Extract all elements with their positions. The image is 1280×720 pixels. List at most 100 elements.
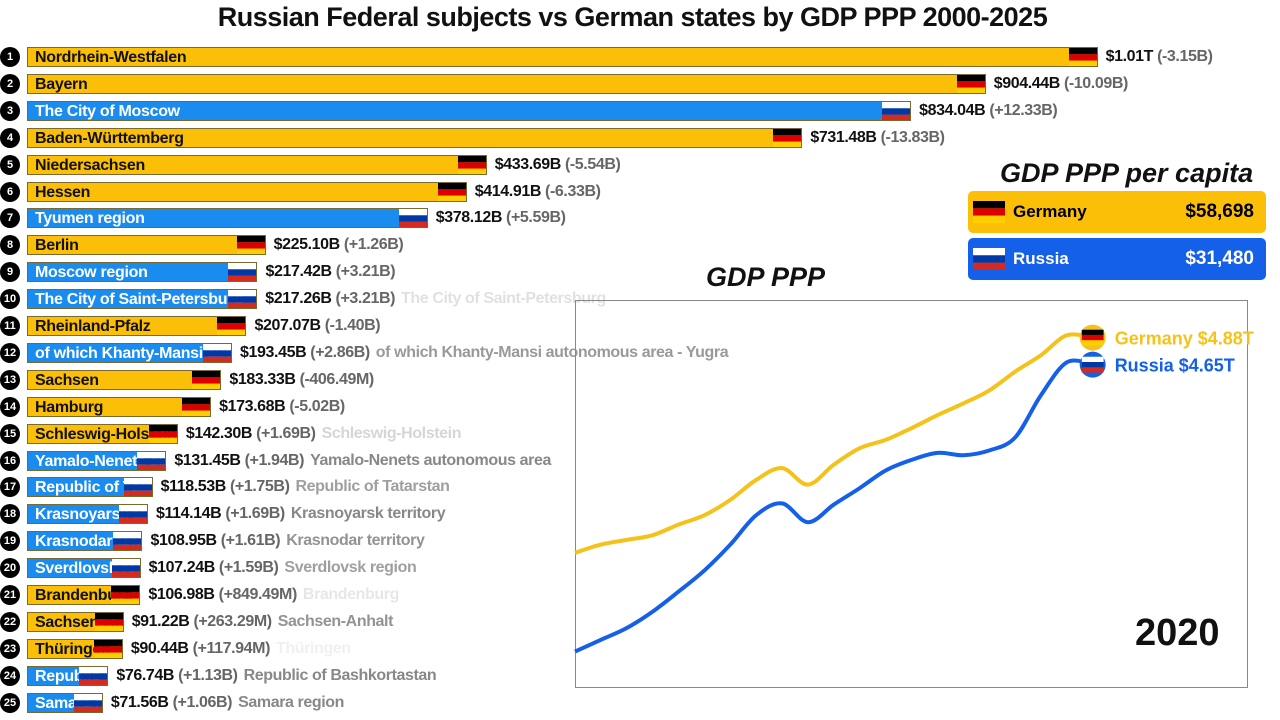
- value-label: $225.10B (+1.26B): [274, 234, 404, 255]
- rank-badge: 8: [0, 235, 20, 256]
- change-text: (+1.59B): [218, 559, 279, 577]
- germany-flag-icon: [773, 128, 802, 147]
- germany-flag-icon: [457, 155, 486, 174]
- bar-row: 6 Hessen $414.91B (-6.33B): [0, 181, 1280, 203]
- value-text: $433.69B: [494, 155, 562, 173]
- bar: Hessen: [27, 181, 467, 202]
- bar: Yamalo-Nenets autonomous area: [27, 450, 167, 471]
- value-label: $433.69B (-5.54B): [495, 154, 621, 175]
- change-text: (+1.61B): [220, 532, 281, 550]
- bar-row: 5 Niedersachsen $433.69B (-5.54B): [0, 154, 1280, 176]
- bar: Niedersachsen: [27, 154, 487, 175]
- value-text: $108.95B: [150, 532, 217, 550]
- value-text: $91.22B: [131, 612, 190, 630]
- value-text: $207.07B: [254, 317, 321, 334]
- rank-badge: 12: [0, 342, 20, 363]
- value-label: $131.45B (+1.94B) Yamalo-Nenets autonomou…: [174, 450, 551, 471]
- bar-row: 4 Baden-Württemberg $731.48B (-13.83B): [0, 127, 1280, 149]
- bar-label: The City of Moscow: [35, 102, 180, 120]
- bar-label: Rheinland-Pfalz: [35, 318, 151, 335]
- bar-label: Republic of Tatarstan: [35, 479, 152, 497]
- line-chart-frame: [575, 300, 1248, 688]
- bar-label: of which Khanty-Mansi autonomous area - …: [35, 344, 231, 362]
- change-text: (+5.59B): [506, 209, 566, 227]
- bar: Bayern: [27, 73, 986, 94]
- change-text: (+1.69B): [225, 505, 285, 523]
- bar-row: 9 Moscow region $217.42B (+3.21B): [0, 261, 1280, 283]
- full-name-label: Sverdlovsk region: [284, 559, 417, 577]
- value-label: $834.04B (+12.33B): [919, 100, 1058, 121]
- rank-badge: 24: [0, 665, 20, 686]
- per-capita-title: GDP PPP per capita: [1000, 158, 1254, 188]
- russia-flag-icon: [1081, 356, 1104, 373]
- full-name-label: Yamalo-Nenets autonomous area: [310, 451, 551, 469]
- russia-flag-icon: [79, 666, 108, 685]
- germany-flag-icon: [973, 201, 1005, 223]
- change-text: (-13.83B): [880, 128, 945, 146]
- bar: Sachsen: [27, 369, 222, 390]
- rank-badge: 15: [0, 423, 20, 444]
- change-text: (+3.21B): [335, 290, 396, 308]
- change-text: (-6.33B): [545, 182, 601, 200]
- value-label: $71.56B (+1.06B) Samara region: [111, 692, 345, 713]
- value-text: $183.33B: [229, 370, 296, 388]
- germany-end-marker: [1079, 324, 1106, 351]
- bar-label: Sachsen: [35, 371, 99, 389]
- change-text: (-5.54B): [564, 155, 621, 173]
- value-label: $217.42B (+3.21B): [265, 261, 395, 282]
- germany-flag-icon: [1081, 329, 1104, 346]
- rank-badge: 25: [0, 692, 20, 713]
- germany-flag-icon: [956, 74, 985, 93]
- value-label: $414.91B (-6.33B): [475, 181, 601, 202]
- bar-row: 13 Sachsen $183.33B (-406.49M): [0, 369, 1280, 391]
- bar-row: 20 Sverdlovsk region $107.24B (+1.59B) Sver…: [0, 557, 1280, 579]
- bar: Sachsen-Anhalt: [27, 611, 124, 632]
- bar: Schleswig-Holstein: [27, 423, 178, 444]
- change-text: (+117.94M): [192, 639, 271, 657]
- bar: Berlin: [27, 235, 266, 256]
- change-text: (+1.06B): [172, 693, 233, 711]
- bar: of which Khanty-Mansi autonomous area - …: [27, 342, 233, 363]
- germany-flag-icon: [1068, 48, 1097, 66]
- change-text: (-406.49M): [299, 370, 375, 388]
- bar-label: Nordrhein-Westfalen: [35, 49, 187, 66]
- bar-label: Hamburg: [35, 398, 104, 416]
- bar-label: Berlin: [35, 237, 79, 255]
- germany-flag-icon: [94, 612, 123, 631]
- bar-label: The City of Saint-Petersburg: [35, 291, 243, 309]
- russia-flag-icon: [123, 478, 152, 497]
- russia-end-marker: [1079, 351, 1106, 378]
- rank-badge: 7: [0, 208, 20, 229]
- germany-flag-icon: [192, 370, 221, 389]
- year-label: 2020: [1135, 612, 1220, 654]
- value-label: $1.01T (-3.15B): [1106, 46, 1213, 67]
- russia-flag-icon: [882, 101, 911, 120]
- value-text: $731.48B: [810, 128, 877, 146]
- bar: Republic of Tatarstan: [27, 477, 153, 498]
- change-text: (+3.21B): [335, 263, 396, 281]
- value-text: $114.14B: [155, 505, 222, 523]
- chart-title: Russian Federal subjects vs German state…: [217, 2, 1048, 32]
- value-label: $904.44B (-10.09B): [994, 73, 1129, 94]
- germany-flag-icon: [148, 424, 177, 443]
- bar-row: 21 Brandenburg $106.98B (+849.49M) Brandenb…: [0, 584, 1280, 606]
- full-name-label: Thüringen: [276, 639, 351, 657]
- rank-badge: 4: [0, 127, 20, 148]
- russia-flag-icon: [113, 532, 142, 551]
- change-text: (+12.33B): [989, 101, 1058, 119]
- full-name-label: Sachsen-Anhalt: [277, 612, 394, 630]
- per-capita-country: Germany: [1013, 202, 1087, 221]
- value-label: $173.68B (-5.02B): [219, 396, 345, 417]
- value-text: $378.12B: [435, 209, 503, 227]
- value-label: $90.44B (+117.94M) Thüringen: [131, 638, 351, 659]
- bar-row: 11 Rheinland-Pfalz $207.07B (-1.40B): [0, 315, 1280, 337]
- change-text: (-1.40B): [324, 317, 381, 334]
- change-text: (+2.86B): [310, 343, 370, 361]
- bar: Thüringen: [27, 638, 123, 659]
- full-name-label: of which Khanty-Mansi autonomous area - …: [375, 343, 729, 361]
- bar-row: 19 Krasnodar territory $108.95B (+1.61B) Kr…: [0, 530, 1280, 552]
- value-text: $173.68B: [219, 397, 286, 415]
- value-text: $834.04B: [919, 101, 986, 119]
- germany-flag-icon: [217, 317, 246, 335]
